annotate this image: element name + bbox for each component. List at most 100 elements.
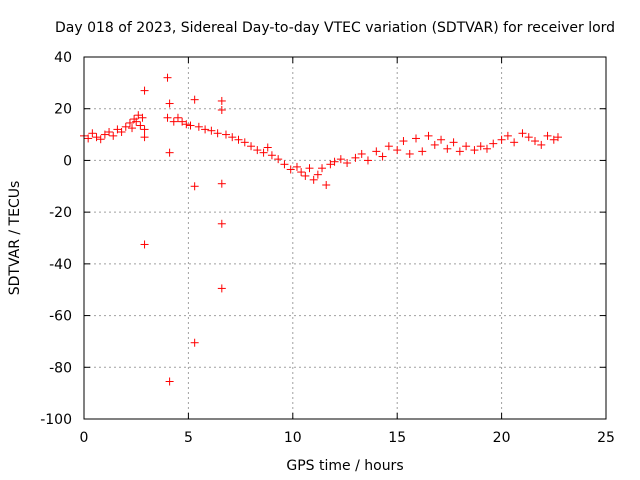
x-tick-label: 20 (493, 430, 511, 446)
data-point (455, 147, 464, 156)
data-point (297, 168, 306, 177)
data-point (357, 149, 366, 158)
data-point (217, 106, 226, 115)
data-point (330, 157, 339, 166)
data-point (418, 147, 427, 156)
data-point (186, 121, 195, 130)
data-point (443, 144, 452, 153)
data-point (510, 138, 519, 147)
data-point (267, 151, 276, 160)
data-point (136, 121, 145, 130)
data-point (173, 113, 182, 122)
data-point (531, 137, 540, 146)
y-tick-label: -20 (49, 205, 72, 221)
data-point (343, 159, 352, 168)
data-point (217, 96, 226, 105)
data-point (182, 120, 191, 129)
data-point (105, 127, 114, 136)
data-point (482, 144, 491, 153)
data-point (213, 129, 222, 138)
data-point (411, 134, 420, 143)
data-point (240, 138, 249, 147)
data-point (190, 95, 199, 104)
data-point (165, 377, 174, 386)
data-point (221, 130, 230, 139)
data-point (165, 99, 174, 108)
x-tick-labels: 0 5 10 15 20 25 (80, 430, 615, 446)
data-point (117, 127, 126, 136)
data-point (259, 148, 268, 157)
data-point (140, 125, 149, 134)
data-point (393, 146, 402, 155)
plot-frame (83, 56, 607, 420)
y-tick-label: -80 (49, 360, 72, 376)
x-tick-label: 15 (388, 430, 406, 446)
data-point (217, 219, 226, 228)
data-point (318, 164, 327, 173)
data-point (194, 122, 203, 131)
data-point (543, 131, 552, 140)
data-point (549, 135, 558, 144)
data-point (92, 133, 101, 142)
data-point (247, 142, 256, 151)
data-point (125, 118, 134, 127)
y-tick-label: 40 (54, 50, 72, 66)
data-point (280, 160, 289, 169)
data-point (497, 135, 506, 144)
y-tick-labels: 40 20 0 -20 -40 -60 -80 -100 (40, 50, 72, 428)
y-tick-label: -40 (49, 257, 72, 273)
data-point (201, 125, 210, 134)
data-point (476, 142, 485, 151)
data-point (165, 148, 174, 157)
data-point (132, 117, 141, 126)
data-point (253, 146, 262, 155)
data-point (84, 134, 93, 143)
y-tick-label: 0 (63, 153, 72, 169)
data-point (399, 137, 408, 146)
data-point (96, 135, 105, 144)
data-point (134, 111, 143, 120)
chart-title: Day 018 of 2023, Sidereal Day-to-day VTE… (55, 20, 615, 36)
grid-lines (84, 57, 606, 419)
data-point (305, 164, 314, 173)
x-tick-label: 5 (184, 430, 193, 446)
data-point (309, 175, 318, 184)
data-point (140, 133, 149, 142)
data-point (138, 113, 147, 122)
data-point (430, 140, 439, 149)
data-point (351, 153, 360, 162)
data-point (128, 124, 137, 133)
data-point (553, 133, 562, 142)
data-point (524, 133, 533, 142)
data-point (518, 129, 527, 138)
y-tick-label: 20 (54, 102, 72, 118)
data-point (292, 162, 301, 171)
data-point (178, 117, 187, 126)
data-point (537, 140, 546, 149)
data-point (263, 143, 272, 152)
x-tick-label: 25 (597, 430, 615, 446)
data-point (437, 135, 446, 144)
data-point (286, 165, 295, 174)
y-axis-label: SDTVAR / TECUs (7, 181, 23, 296)
data-point (100, 130, 109, 139)
data-point (301, 171, 310, 180)
x-axis-label: GPS time / hours (286, 458, 403, 474)
data-point (489, 139, 498, 148)
data-point (207, 126, 216, 135)
data-point (405, 149, 414, 158)
data-point (140, 240, 149, 249)
data-point (462, 142, 471, 151)
data-point (217, 179, 226, 188)
data-point (217, 284, 226, 293)
y-tick-label: -100 (40, 412, 72, 428)
data-point (313, 170, 322, 179)
data-point (113, 125, 122, 134)
data-point (163, 113, 172, 122)
data-point (372, 147, 381, 156)
data-point (190, 182, 199, 191)
data-point (322, 180, 331, 189)
data-point (88, 129, 97, 138)
data-marks (80, 73, 562, 386)
